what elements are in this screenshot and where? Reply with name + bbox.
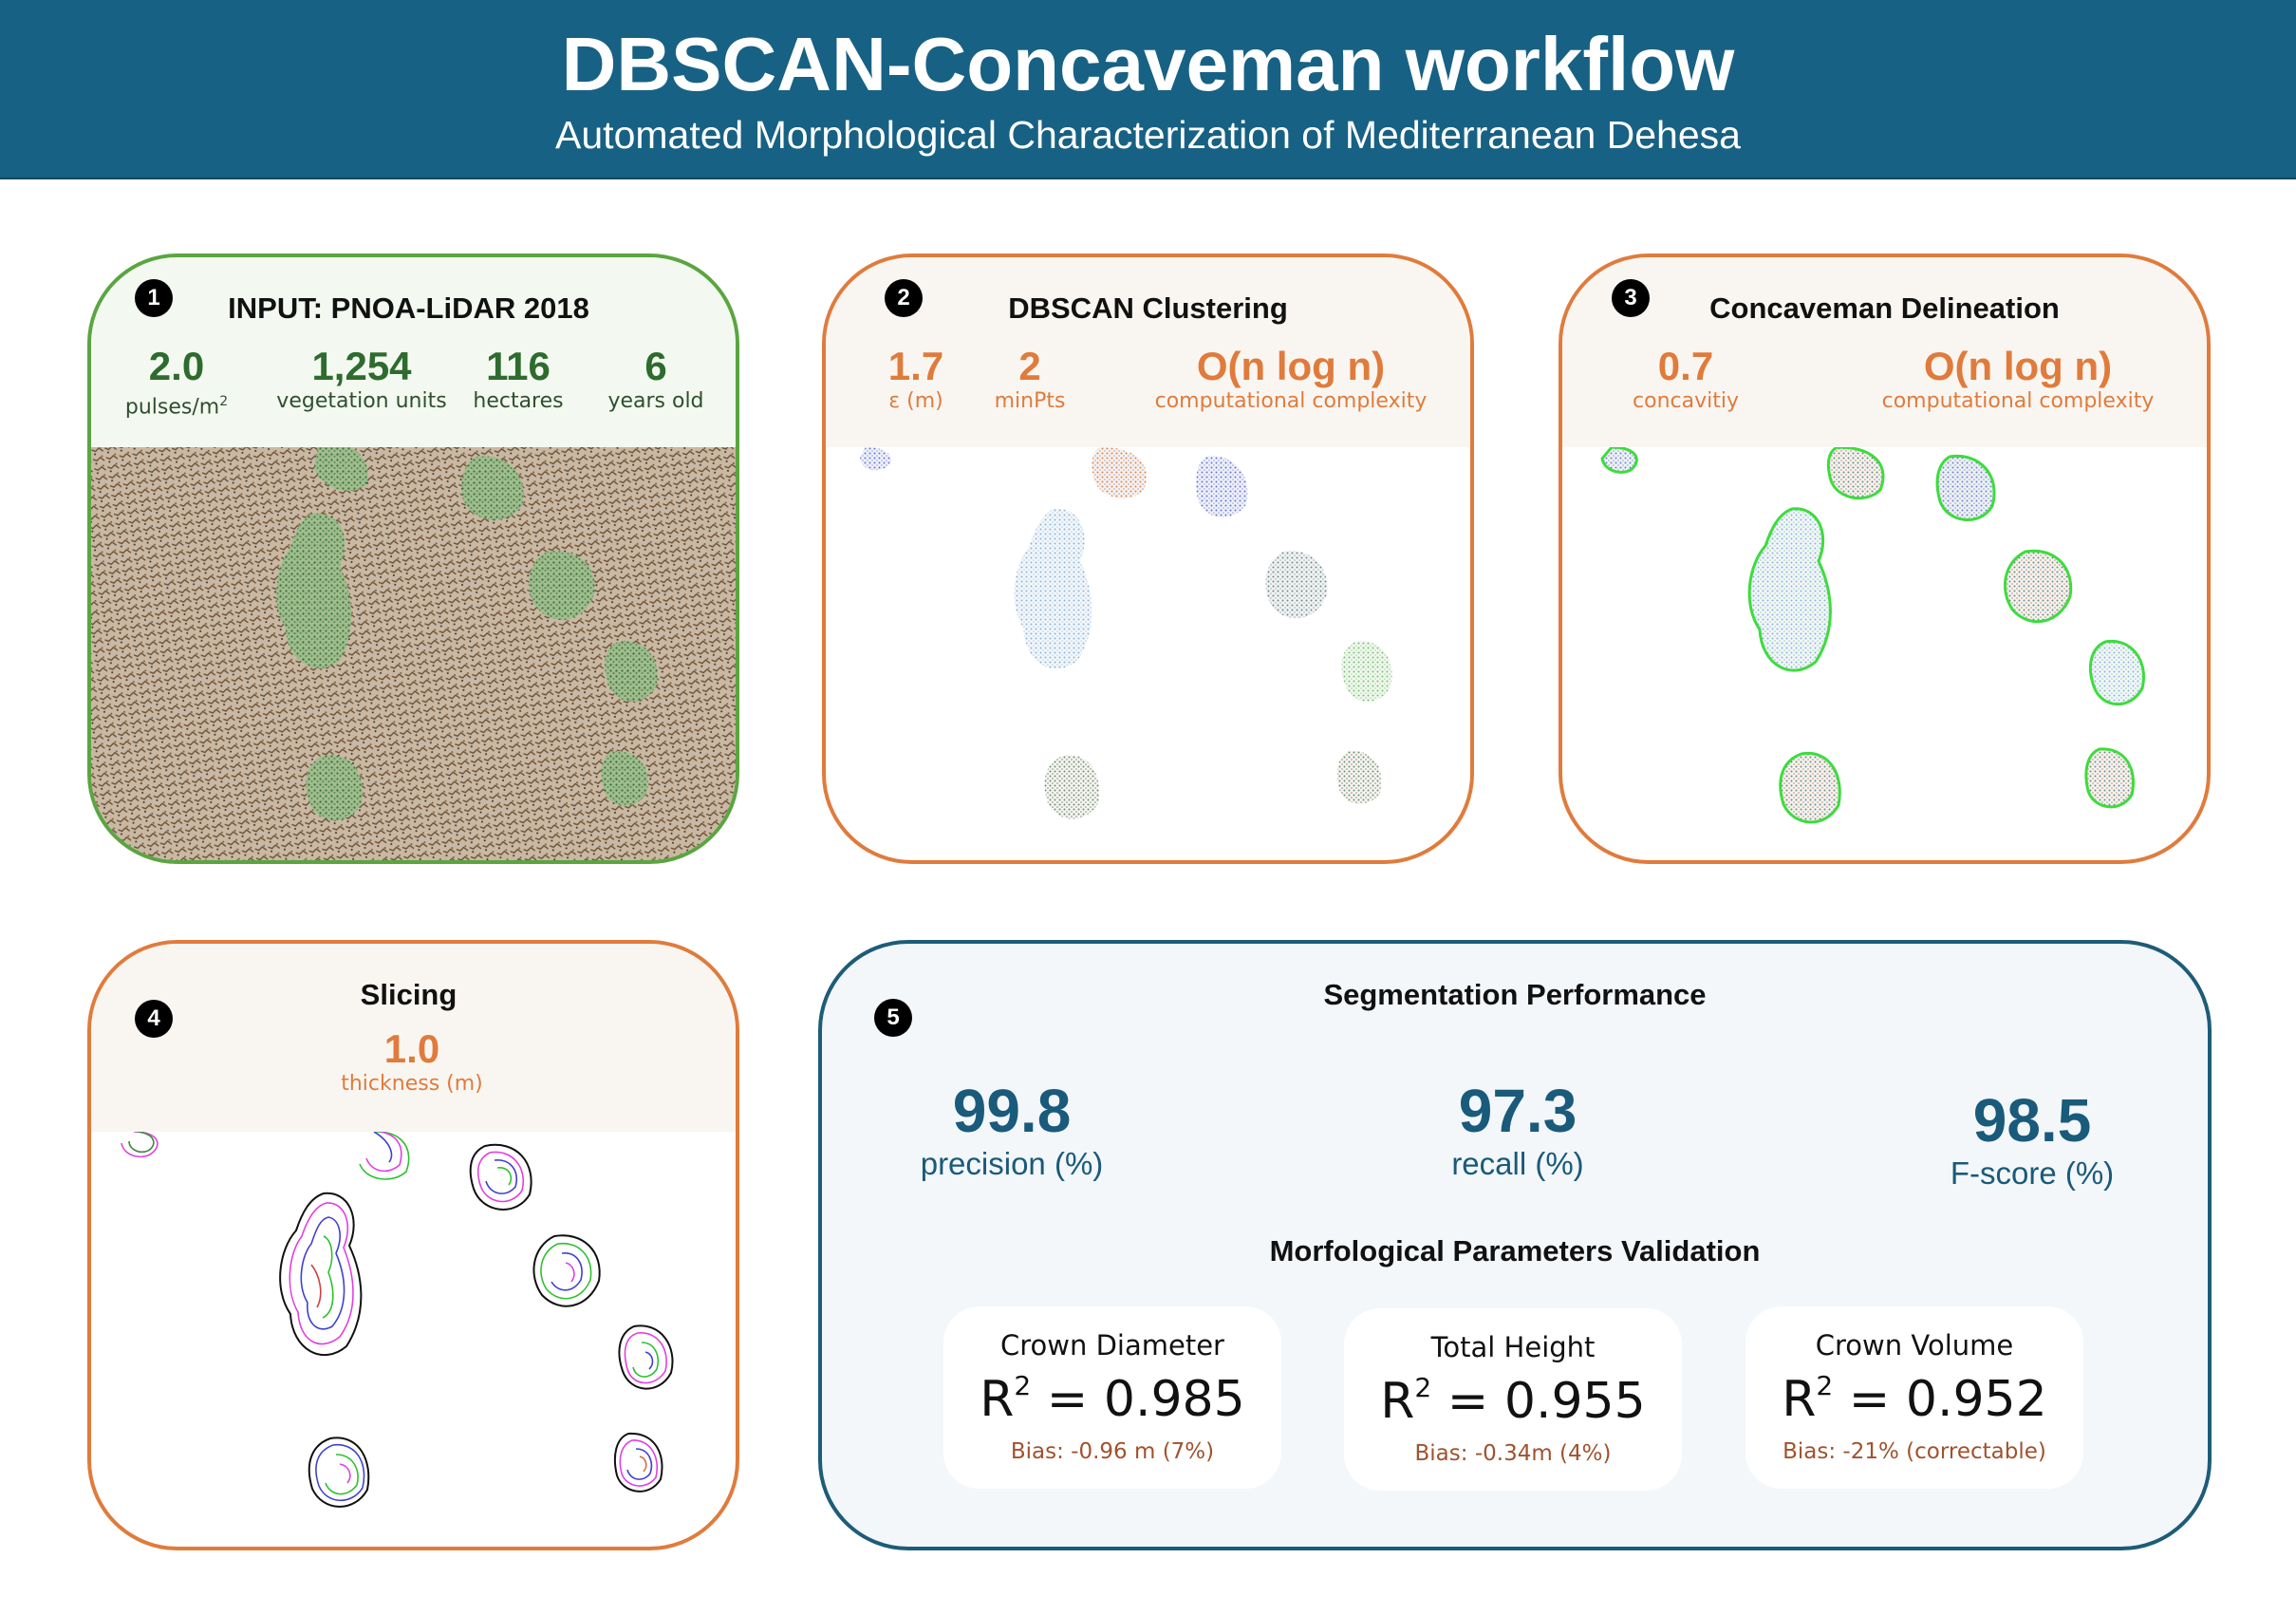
concaveman-panel-title: Concaveman Delineation: [1709, 291, 2060, 325]
input-panel-header: [91, 257, 736, 447]
slice-group: [308, 1437, 370, 1508]
card-bias: Bias: -21% (correctable): [1783, 1439, 2046, 1464]
stat-unit: ε (m): [888, 389, 943, 413]
stat-epsilon: 1.7 ε (m): [864, 345, 968, 415]
card-name: Total Height: [1430, 1331, 1596, 1363]
page-subtitle: Automated Morphological Characterization…: [555, 113, 1741, 157]
clustered-points-image: [860, 447, 1392, 819]
step-number-badge: 5: [874, 999, 912, 1037]
slice-group: [469, 1143, 532, 1211]
slice-group: [613, 1432, 663, 1493]
validation-title: Morfological Parameters Validation: [1269, 1234, 1761, 1268]
metric-fscore: 98.5 F-score (%): [1895, 1086, 2170, 1192]
card-r2: R2 = 0.952: [1782, 1370, 2047, 1428]
input-panel-title: INPUT: PNOA-LiDAR 2018: [228, 291, 589, 325]
validation-card-crown-volume: Crown Volume R2 = 0.952 Bias: -21% (corr…: [1745, 1306, 2083, 1489]
card-bias: Bias: -0.96 m (7%): [1010, 1439, 1215, 1464]
stat-pulses: 2.0 pulses/m2: [120, 345, 233, 421]
metric-value: 97.3: [1458, 1077, 1577, 1145]
header-banner: DBSCAN-Concaveman workflow Automated Mor…: [0, 0, 2296, 179]
dbscan-panel-title: DBSCAN Clustering: [1008, 291, 1288, 325]
stat-vegetation-units: 1,254 vegetation units: [267, 345, 457, 415]
metric-label: precision (%): [920, 1146, 1104, 1181]
stat-unit: minPts: [994, 389, 1066, 413]
crown-outlines-image: [1600, 447, 2145, 824]
slice-group: [359, 1132, 410, 1180]
stat-unit: computational complexity: [1154, 389, 1428, 413]
stat-value: 1.0: [383, 1026, 440, 1071]
stat-unit: vegetation units: [276, 389, 447, 413]
stat-thickness: 1.0 thickness (m): [308, 1027, 516, 1098]
performance-panel: 5 Segmentation Performance 99.8 precisio…: [818, 940, 2212, 1550]
step-number-badge: 3: [1612, 279, 1650, 317]
card-r2: R2 = 0.955: [1380, 1372, 1646, 1430]
dbscan-panel: 2 DBSCAN Clustering 1.7 ε (m) 2 minPts O…: [822, 254, 1474, 864]
slice-group: [532, 1234, 601, 1307]
stat-minpts: 2 minPts: [978, 345, 1082, 415]
concaveman-panel-header: [1562, 257, 2207, 447]
card-name: Crown Volume: [1815, 1329, 2014, 1361]
stat-value: 1,254: [311, 344, 412, 388]
step-number-badge: 4: [135, 1000, 173, 1038]
metric-value: 99.8: [952, 1077, 1072, 1145]
slicing-panel-header: [91, 944, 736, 1132]
card-name: Crown Diameter: [1000, 1329, 1224, 1361]
lidar-point-cloud-image: [91, 447, 736, 860]
sliced-contours-image: [121, 1132, 674, 1508]
dbscan-panel-header: [826, 257, 1470, 447]
stat-value: 6: [644, 344, 667, 388]
concaveman-panel: 3 Concaveman Delineation 0.7 concavitiy …: [1559, 254, 2211, 864]
stat-complexity: O(n log n) computational complexity: [1139, 345, 1443, 415]
page-title: DBSCAN-Concaveman workflow: [561, 22, 1735, 106]
stat-hectares: 116 hectares: [461, 345, 575, 415]
step-number-badge: 1: [135, 279, 173, 317]
stat-value: 2.0: [148, 344, 205, 388]
validation-card-total-height: Total Height R2 = 0.955 Bias: -0.34m (4%…: [1344, 1308, 1682, 1491]
card-r2: R2 = 0.985: [980, 1370, 1245, 1428]
metric-recall: 97.3 recall (%): [1380, 1077, 1655, 1183]
stat-concavity: 0.7 concavitiy: [1619, 345, 1752, 415]
metric-precision: 99.8 precision (%): [874, 1077, 1149, 1183]
metric-label: recall (%): [1451, 1146, 1584, 1181]
slice-group: [618, 1324, 674, 1390]
stat-unit: thickness (m): [341, 1072, 483, 1096]
stat-unit: years old: [607, 389, 704, 413]
metric-value: 98.5: [1972, 1086, 2092, 1155]
stat-unit: pulses/m2: [124, 394, 229, 420]
stat-unit: computational complexity: [1881, 389, 2155, 413]
stat-value: 0.7: [1657, 344, 1714, 388]
step-number-badge: 2: [885, 279, 923, 317]
validation-card-crown-diameter: Crown Diameter R2 = 0.985 Bias: -0.96 m …: [943, 1306, 1281, 1489]
slice-group: [121, 1132, 159, 1158]
stat-years-old: 6 years old: [594, 345, 718, 415]
stat-value: 1.7: [887, 344, 944, 388]
card-bias: Bias: -0.34m (4%): [1414, 1441, 1612, 1466]
stat-value: O(n log n): [1923, 344, 2113, 388]
slicing-panel: 4 Slicing 1.0 thickness (m): [87, 940, 739, 1550]
slicing-panel-title: Slicing: [360, 978, 457, 1011]
slice-group: [279, 1192, 363, 1357]
stat-unit: concavitiy: [1633, 389, 1739, 413]
stat-value: O(n log n): [1196, 344, 1386, 388]
performance-panel-title: Segmentation Performance: [1323, 978, 1707, 1011]
stat-complexity: O(n log n) computational complexity: [1866, 345, 2170, 415]
stat-value: 116: [486, 344, 551, 388]
input-panel: 1 INPUT: PNOA-LiDAR 2018 2.0 pulses/m2 1…: [87, 254, 739, 864]
stat-value: 2: [1018, 344, 1041, 388]
stat-unit: hectares: [473, 389, 564, 413]
metric-label: F-score (%): [1950, 1155, 2115, 1191]
